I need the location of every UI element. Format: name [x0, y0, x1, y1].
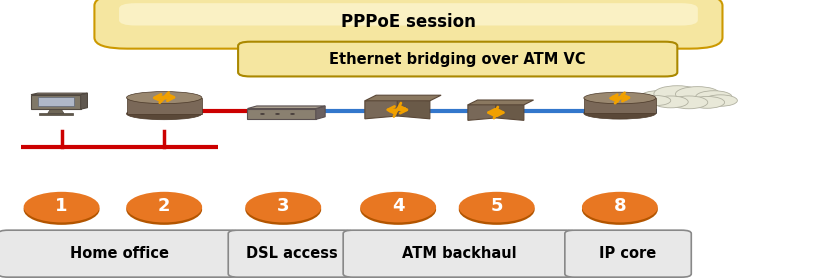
Polygon shape: [247, 109, 316, 120]
Text: 4: 4: [392, 197, 405, 215]
FancyBboxPatch shape: [94, 0, 722, 49]
Text: 5: 5: [490, 197, 503, 215]
FancyBboxPatch shape: [343, 230, 576, 277]
FancyBboxPatch shape: [228, 230, 355, 277]
Text: 3: 3: [277, 197, 290, 215]
Polygon shape: [468, 100, 534, 105]
Polygon shape: [48, 109, 64, 113]
Ellipse shape: [360, 192, 436, 222]
Ellipse shape: [360, 194, 436, 225]
Polygon shape: [31, 95, 80, 109]
Ellipse shape: [459, 194, 534, 225]
Ellipse shape: [582, 194, 658, 225]
Circle shape: [695, 91, 732, 103]
Ellipse shape: [582, 192, 658, 222]
Text: DSL access: DSL access: [245, 246, 337, 261]
Circle shape: [654, 86, 701, 102]
Circle shape: [290, 113, 295, 115]
Circle shape: [654, 96, 688, 108]
Polygon shape: [38, 97, 74, 106]
Polygon shape: [31, 93, 88, 95]
Polygon shape: [496, 102, 524, 120]
Text: ATM backhaul: ATM backhaul: [402, 246, 517, 261]
Text: PPPoE session: PPPoE session: [341, 13, 476, 31]
Circle shape: [670, 96, 708, 109]
Ellipse shape: [459, 192, 534, 222]
Polygon shape: [468, 102, 496, 120]
Text: Home office: Home office: [70, 246, 168, 261]
Ellipse shape: [126, 194, 202, 225]
Polygon shape: [584, 98, 656, 113]
Polygon shape: [247, 106, 325, 109]
Ellipse shape: [584, 108, 656, 119]
Ellipse shape: [245, 194, 321, 225]
Polygon shape: [80, 93, 88, 109]
Ellipse shape: [24, 192, 99, 222]
Ellipse shape: [584, 92, 656, 104]
FancyBboxPatch shape: [119, 3, 698, 26]
Ellipse shape: [245, 192, 321, 222]
Circle shape: [676, 87, 720, 102]
FancyBboxPatch shape: [238, 42, 677, 76]
Polygon shape: [39, 113, 73, 115]
Ellipse shape: [126, 91, 202, 104]
FancyBboxPatch shape: [565, 230, 691, 277]
Circle shape: [260, 113, 265, 115]
Text: 1: 1: [55, 197, 68, 215]
Text: IP core: IP core: [599, 246, 657, 261]
Text: 8: 8: [613, 197, 626, 215]
Polygon shape: [316, 106, 325, 120]
Text: 2: 2: [158, 197, 171, 215]
Polygon shape: [365, 95, 441, 101]
Text: Ethernet bridging over ATM VC: Ethernet bridging over ATM VC: [329, 52, 586, 66]
Circle shape: [690, 96, 725, 108]
Polygon shape: [126, 98, 202, 114]
Circle shape: [640, 91, 680, 104]
Ellipse shape: [126, 192, 202, 222]
FancyBboxPatch shape: [0, 230, 240, 277]
Circle shape: [641, 96, 671, 106]
Ellipse shape: [24, 194, 99, 225]
Polygon shape: [397, 98, 430, 119]
Circle shape: [704, 95, 737, 106]
Ellipse shape: [126, 108, 202, 120]
Polygon shape: [365, 98, 397, 119]
Circle shape: [275, 113, 280, 115]
